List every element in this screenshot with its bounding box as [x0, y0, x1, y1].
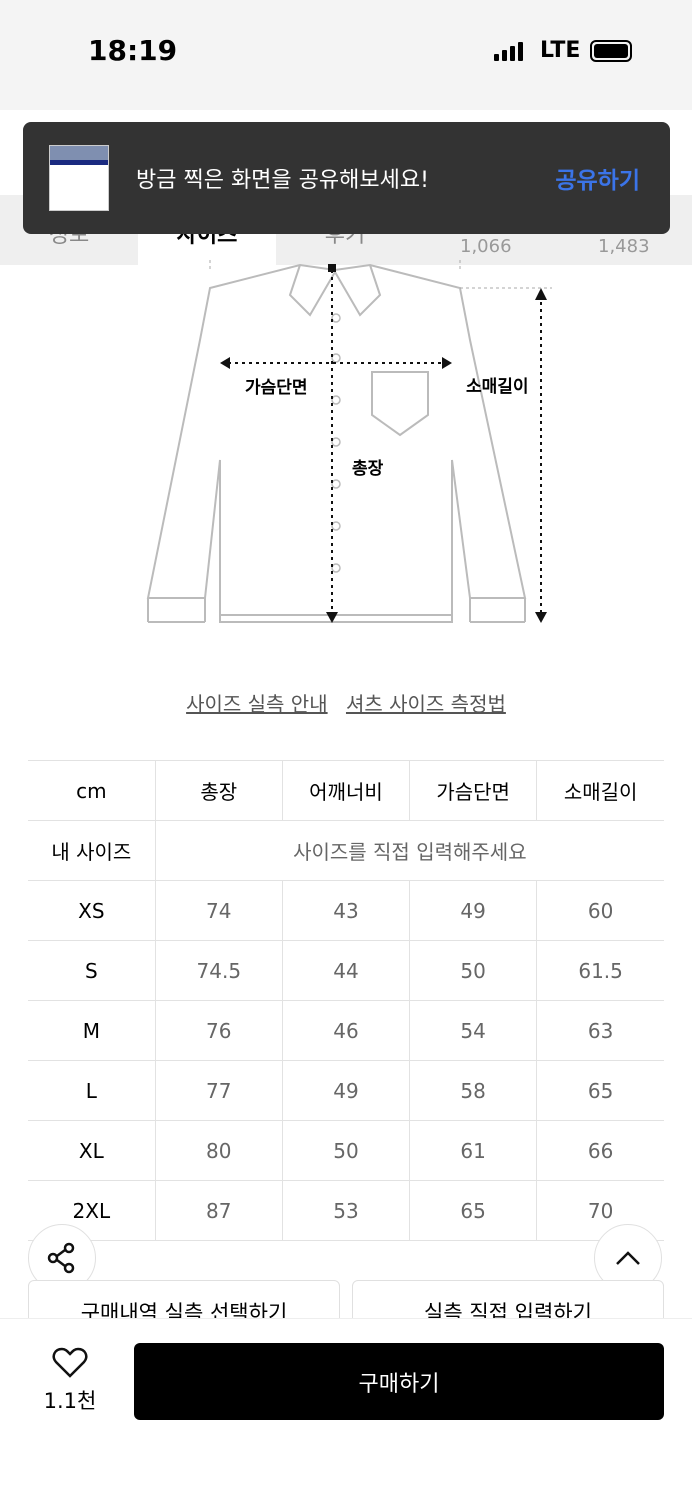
size-label-cell: M	[28, 1000, 156, 1061]
chevron-up-icon	[616, 1251, 640, 1265]
count-2: 1,483	[598, 236, 650, 257]
measure-cell: 87	[154, 1180, 283, 1241]
measure-cell: 43	[281, 880, 411, 941]
measure-cell: 61	[409, 1120, 538, 1181]
measure-cell: 50	[281, 1120, 411, 1181]
size-label-cell: L	[28, 1060, 156, 1121]
my-size-input[interactable]: 사이즈를 직접 입력해주세요	[154, 820, 664, 881]
measure-cell: 50	[409, 940, 538, 1001]
measure-cell: 49	[409, 880, 538, 941]
count-1: 1,066	[460, 236, 512, 257]
clock: 18:19	[88, 34, 178, 67]
size-table: cm 총장 어깨너비 가슴단면 소매길이 내 사이즈 사이즈를 직접 입력해주세…	[28, 760, 664, 1241]
size-label-cell: S	[28, 940, 156, 1001]
measure-cell: 60	[536, 880, 664, 941]
table-row: L 77 49 58 65	[28, 1060, 664, 1121]
share-icon	[47, 1242, 75, 1274]
measure-cell: 63	[536, 1000, 664, 1061]
buy-button[interactable]: 구매하기	[134, 1343, 664, 1420]
measure-cell: 54	[409, 1000, 538, 1061]
table-row: 2XL 87 53 65 70	[28, 1180, 664, 1241]
table-row: S 74.5 44 50 61.5	[28, 940, 664, 1001]
signal-icon	[494, 42, 523, 61]
size-guide-link[interactable]: 사이즈 실측 안내	[186, 692, 328, 716]
table-header: cm 총장 어깨너비 가슴단면 소매길이	[28, 760, 664, 821]
measure-cell: 58	[409, 1060, 538, 1121]
header-cell: 총장	[154, 760, 283, 821]
share-toast: 방금 찍은 화면을 공유해보세요! 공유하기	[23, 122, 670, 234]
shirt-measure-link[interactable]: 셔츠 사이즈 측정법	[345, 692, 506, 716]
like-button[interactable]: 1.1천	[40, 1347, 100, 1415]
screenshot-thumbnail[interactable]	[49, 145, 109, 211]
like-count: 1.1천	[43, 1389, 97, 1413]
toast-message: 방금 찍은 화면을 공유해보세요!	[136, 168, 429, 193]
measure-cell: 65	[536, 1060, 664, 1121]
battery-icon	[590, 40, 632, 62]
my-size-row: 내 사이즈 사이즈를 직접 입력해주세요	[28, 820, 664, 881]
guide-links: 사이즈 실측 안내 셔츠 사이즈 측정법	[0, 688, 692, 717]
measure-cell: 80	[154, 1120, 283, 1181]
size-label-cell: XS	[28, 880, 156, 941]
size-label-cell: XL	[28, 1120, 156, 1181]
shirt-size-diagram: 가슴단면 소매길이 총장	[0, 260, 692, 640]
table-row: XL 80 50 61 66	[28, 1120, 664, 1181]
header-cell: 어깨너비	[281, 760, 411, 821]
length-label: 총장	[352, 459, 384, 479]
sleeve-label: 소매길이	[466, 377, 529, 397]
measure-cell: 77	[154, 1060, 283, 1121]
header-cell: 소매길이	[536, 760, 664, 821]
measure-cell: 49	[281, 1060, 411, 1121]
heart-icon	[52, 1347, 88, 1378]
bottom-bar: 1.1천 구매하기	[0, 1318, 692, 1500]
measure-cell: 46	[281, 1000, 411, 1061]
table-row: M 76 46 54 63	[28, 1000, 664, 1061]
my-size-label: 내 사이즈	[28, 820, 156, 881]
measure-cell: 74	[154, 880, 283, 941]
header-cell: cm	[28, 760, 156, 821]
header-cell: 가슴단면	[409, 760, 538, 821]
measure-cell: 53	[281, 1180, 411, 1241]
measure-cell: 74.5	[154, 940, 283, 1001]
measure-cell: 66	[536, 1120, 664, 1181]
chest-label: 가슴단면	[245, 378, 308, 398]
share-now-button[interactable]: 공유하기	[555, 168, 640, 194]
measure-cell: 61.5	[536, 940, 664, 1001]
measure-cell: 44	[281, 940, 411, 1001]
measure-cell: 65	[409, 1180, 538, 1241]
table-row: XS 74 43 49 60	[28, 880, 664, 941]
measure-cell: 76	[154, 1000, 283, 1061]
status-bar: 18:19 LTE	[0, 0, 692, 110]
network-label: LTE	[540, 38, 581, 63]
